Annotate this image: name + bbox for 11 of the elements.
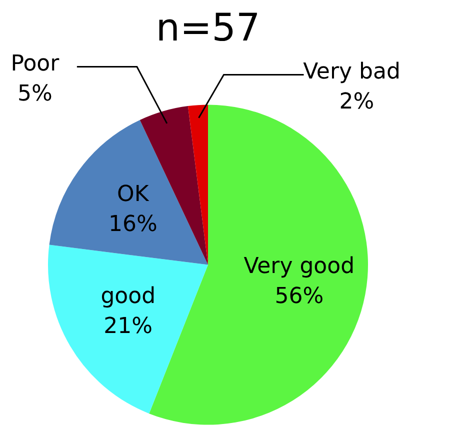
data-label: 21% (104, 314, 153, 339)
slice-label: Poor (10, 52, 60, 77)
data-label: 56% (274, 284, 324, 309)
slice-label: Very bad (303, 60, 400, 85)
slice-label: good (100, 284, 156, 309)
slice-label: OK (117, 182, 150, 207)
data-label: 5% (17, 82, 52, 107)
data-label: 2% (339, 90, 374, 115)
chart-title: n=57 (156, 6, 260, 50)
data-label: 16% (108, 212, 158, 237)
slice-label: Very good (244, 254, 355, 279)
